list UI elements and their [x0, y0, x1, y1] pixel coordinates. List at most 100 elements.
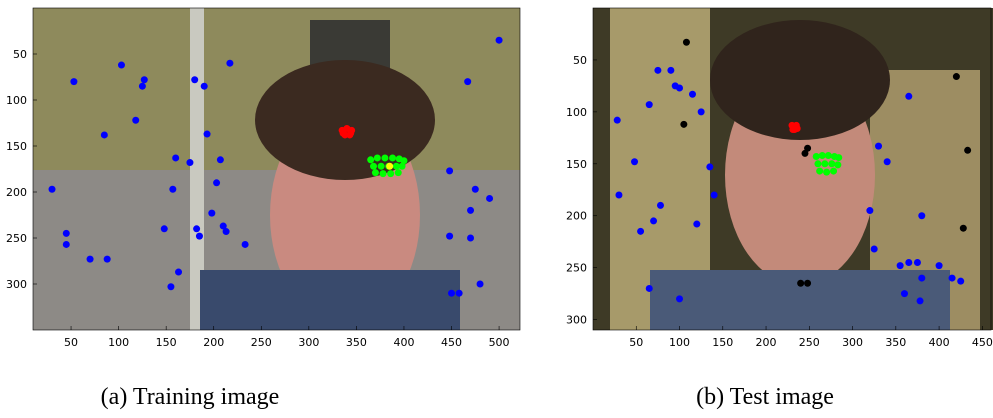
point: [821, 160, 828, 167]
point: [866, 207, 873, 214]
point: [901, 290, 908, 297]
point: [917, 297, 924, 304]
point: [242, 241, 249, 248]
point: [823, 169, 830, 176]
point: [378, 163, 385, 170]
point: [835, 154, 842, 161]
point: [456, 290, 463, 297]
x-tick-label: 50: [629, 336, 643, 349]
x-tick-label: 250: [799, 336, 820, 349]
point: [646, 285, 653, 292]
point: [816, 168, 823, 175]
x-tick-label: 450: [972, 336, 993, 349]
point: [477, 281, 484, 288]
point: [830, 168, 837, 175]
point: [614, 117, 621, 124]
point: [196, 233, 203, 240]
figure: 5010015020025030035040045050050100150200…: [0, 0, 993, 418]
point: [825, 152, 832, 159]
point: [689, 91, 696, 98]
point: [49, 186, 56, 193]
point: [467, 207, 474, 214]
y-tick-label: 50: [13, 48, 27, 61]
point: [650, 217, 657, 224]
point: [389, 154, 396, 161]
x-tick-label: 100: [108, 336, 129, 349]
point: [380, 170, 387, 177]
point: [676, 84, 683, 91]
point: [63, 241, 70, 248]
point: [395, 169, 402, 176]
y-tick-label: 200: [566, 210, 587, 223]
y-tick-label: 100: [566, 106, 587, 119]
point: [897, 262, 904, 269]
point: [87, 256, 94, 263]
point: [949, 275, 956, 282]
point: [813, 153, 820, 160]
y-tick-label: 150: [566, 158, 587, 171]
point: [467, 235, 474, 242]
x-tick-label: 400: [929, 336, 950, 349]
point: [213, 179, 220, 186]
x-tick-label: 400: [393, 336, 414, 349]
point: [794, 125, 801, 132]
point: [374, 154, 381, 161]
point: [914, 259, 921, 266]
point: [693, 221, 700, 228]
point: [953, 73, 960, 80]
point: [637, 228, 644, 235]
point: [819, 152, 826, 159]
point: [472, 186, 479, 193]
x-tick-label: 250: [251, 336, 272, 349]
y-tick-label: 250: [566, 262, 587, 275]
point: [464, 78, 471, 85]
point: [957, 278, 964, 285]
point: [446, 233, 453, 240]
point: [875, 143, 882, 150]
y-tick-label: 150: [6, 140, 27, 153]
point: [486, 195, 493, 202]
point: [161, 225, 168, 232]
point: [828, 160, 835, 167]
point: [175, 269, 182, 276]
point: [172, 154, 179, 161]
point: [223, 228, 230, 235]
point: [918, 212, 925, 219]
point: [381, 154, 388, 161]
point: [201, 83, 208, 90]
point: [63, 230, 70, 237]
photo-test: [593, 8, 993, 330]
point: [918, 275, 925, 282]
point: [204, 131, 211, 138]
point: [386, 163, 393, 170]
point: [936, 262, 943, 269]
point: [169, 186, 176, 193]
y-tick-label: 300: [6, 278, 27, 291]
x-tick-label: 50: [64, 336, 78, 349]
point: [797, 280, 804, 287]
point: [446, 167, 453, 174]
point: [191, 76, 198, 83]
point: [399, 163, 406, 170]
point: [104, 256, 111, 263]
point: [683, 39, 690, 46]
x-tick-label: 150: [712, 336, 733, 349]
point: [871, 245, 878, 252]
y-tick-label: 50: [573, 54, 587, 67]
point: [615, 191, 622, 198]
point: [646, 101, 653, 108]
point: [804, 145, 811, 152]
point: [186, 159, 193, 166]
y-tick-label: 200: [6, 186, 27, 199]
point: [448, 290, 455, 297]
x-tick-label: 150: [156, 336, 177, 349]
point: [167, 283, 174, 290]
y-tick-label: 300: [566, 314, 587, 327]
x-tick-label: 350: [346, 336, 367, 349]
point: [139, 83, 146, 90]
point: [905, 93, 912, 100]
y-tick-label: 100: [6, 94, 27, 107]
point: [814, 160, 821, 167]
point: [804, 280, 811, 287]
point: [132, 117, 139, 124]
